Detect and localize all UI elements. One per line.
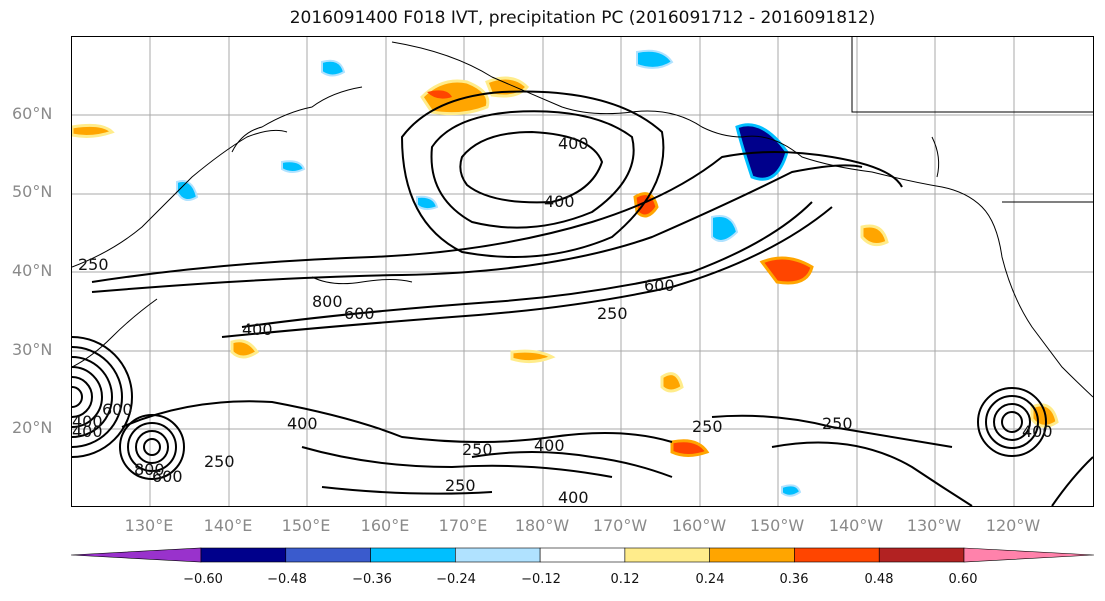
contour-label: 400 [242,320,273,339]
lat-label: 40°N [12,261,53,280]
lat-label: 50°N [12,182,53,201]
colorbar-segment [709,547,795,563]
lon-label: 150°W [749,516,805,535]
lon-label: 150°E [281,516,331,535]
ivt-contours [72,90,1093,506]
contour-label: 600 [102,400,133,419]
contour-label: 600 [344,304,375,323]
colorbar-tick: −0.12 [521,572,561,587]
contour-label: 400 [72,422,103,441]
colorbar-tick: 0.12 [610,572,640,587]
map-title: 2016091400 F018 IVT, precipitation PC (2… [289,8,876,28]
colorbar [70,547,1095,563]
contour-label: 250 [445,476,476,495]
lon-label: 130°W [906,516,962,535]
contour-label: 250 [78,255,109,274]
lat-label: 30°N [12,340,53,359]
colorbar-segment [539,547,626,563]
lon-label: 170°E [438,516,488,535]
map-panel: 400 400 250 800 600 400 600 250 400 250 … [71,36,1094,507]
contour-label: 400 [558,134,589,153]
map-canvas: 400 400 250 800 600 400 600 250 400 250 … [72,37,1093,506]
colorbar-tick: 0.36 [779,572,809,587]
contour-label: 250 [597,304,628,323]
contour-label: 250 [692,417,723,436]
colorbar-segment [370,547,456,563]
contour-label: 600 [644,276,675,295]
contour-label: 400 [287,414,318,433]
colorbar-tick: −0.24 [436,572,476,587]
lon-label: 170°W [592,516,648,535]
contour-label: 400 [72,412,103,431]
lon-label: 180°W [514,516,570,535]
contour-label: 250 [462,440,493,459]
lon-label: 130°E [124,516,174,535]
ivt-contour-labels: 400 400 250 800 600 400 600 250 400 250 … [72,134,1053,506]
lon-label: 140°W [828,516,884,535]
lat-label: 20°N [12,418,53,437]
contour-label: 400 [534,436,565,455]
contour-label: 800 [134,460,165,479]
contour-label: 600 [152,467,183,486]
colorbar-segment [455,547,541,563]
lon-label: 140°E [203,516,253,535]
colorbar-segment [624,547,710,563]
colorbar-segment [200,547,287,563]
graticule [72,37,1093,506]
contour-label: 250 [822,414,853,433]
colorbar-tick: 0.60 [948,572,978,587]
contour-label: 400 [558,488,589,506]
lon-label: 160°E [360,516,410,535]
contour-label: 400 [1022,422,1053,441]
colorbar-segment [794,547,880,563]
lat-label: 60°N [12,104,53,123]
colorbar-tick: −0.60 [183,572,223,587]
contour-label: 400 [544,192,575,211]
contour-label: 250 [204,452,235,471]
colorbar-tick: −0.36 [352,572,392,587]
colorbar-extend-min [70,547,202,563]
lon-label: 120°W [985,516,1041,535]
contour-label: 800 [312,292,343,311]
colorbar-extend-max [963,547,1095,563]
colorbar-tick: 0.24 [695,572,725,587]
colorbar-segment [878,547,965,563]
colorbar-segment [285,547,371,563]
coastlines [72,37,1093,398]
colorbar-tick: 0.48 [864,572,894,587]
lon-label: 160°W [671,516,727,535]
colorbar-tick: −0.48 [267,572,307,587]
